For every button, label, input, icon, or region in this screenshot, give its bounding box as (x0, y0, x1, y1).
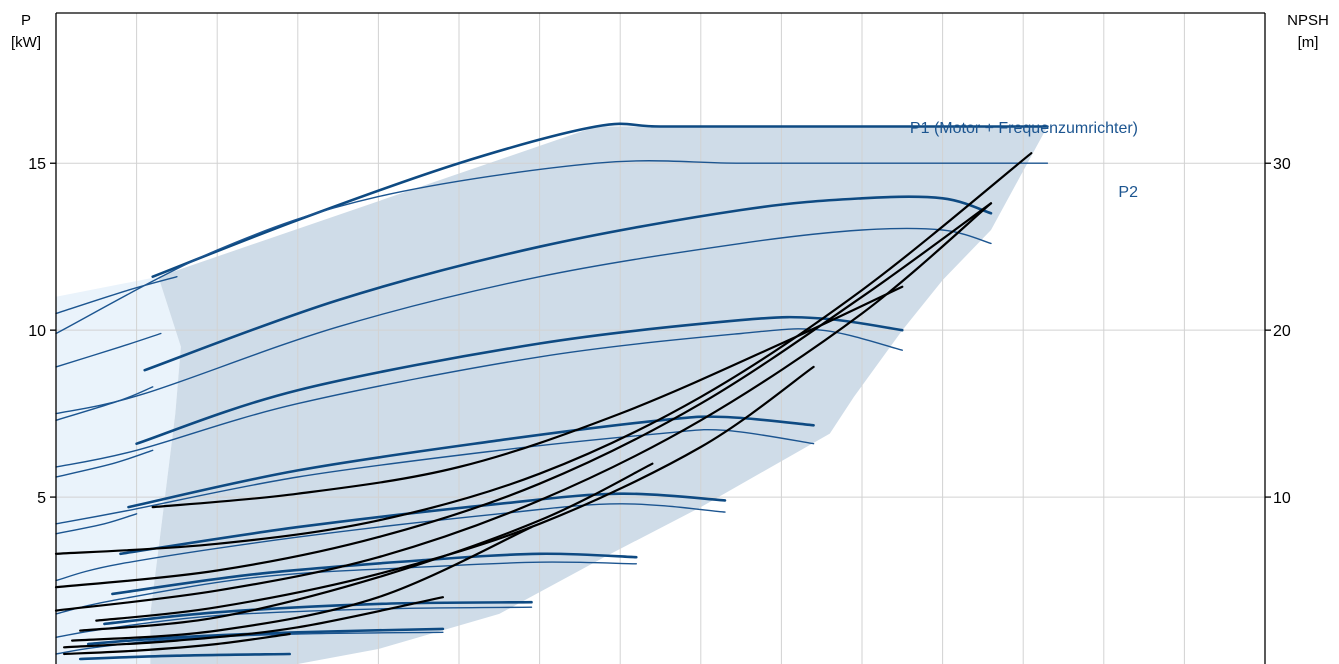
p2-curve (55, 386, 154, 421)
npsh-curve (151, 285, 904, 509)
npsh-curve (79, 462, 654, 632)
p2-curve (55, 332, 162, 368)
right-axis-tick-label: 20 (1273, 323, 1291, 340)
left-axis-title-unit: [kW] (11, 34, 41, 51)
right-axis-title-unit: [m] (1298, 34, 1319, 51)
p1-curve (111, 552, 638, 596)
p2-curve (55, 160, 1049, 335)
p1-curve (78, 652, 291, 661)
npsh-curve (54, 202, 993, 589)
p1-curve (127, 415, 815, 509)
tick-labels: 5 10 15 10 20 30 (28, 156, 1291, 507)
npsh-curve (62, 596, 444, 649)
p1-curve (143, 195, 993, 372)
operating-regions (56, 126, 1048, 664)
p2-curve-label: P2 (1118, 184, 1138, 201)
p1-curve (103, 600, 533, 626)
p2-curve (55, 503, 726, 582)
left-axis-tick-label: 5 (37, 490, 46, 507)
left-axis-tick-label: 15 (28, 156, 46, 173)
right-axis-tick-label: 30 (1273, 156, 1291, 173)
npsh-curve (54, 202, 993, 612)
npsh-curve (71, 526, 533, 642)
p1-curve (119, 492, 727, 556)
p2-curve (55, 227, 992, 415)
region-light (56, 276, 181, 664)
p1-curve-label: P1 (Motor + Frequenzumrichter) (910, 120, 1138, 137)
axes (50, 12, 1271, 664)
p2-curve (55, 561, 637, 615)
p2-curve (55, 449, 154, 478)
region-main (150, 126, 1048, 664)
right-axis-tick-label: 10 (1273, 490, 1291, 507)
p1-curve (151, 122, 1049, 278)
p2-curve (55, 513, 138, 535)
left-axis-tick-label: 10 (28, 323, 46, 340)
left-axis-title-p: P (21, 12, 31, 29)
right-axis-title-npsh: NPSH (1287, 12, 1329, 29)
p2-curve (55, 276, 178, 315)
curve-series (54, 122, 1049, 661)
npsh-curve (54, 152, 1033, 555)
npsh-curve (62, 632, 291, 656)
p2-curve (55, 428, 815, 525)
